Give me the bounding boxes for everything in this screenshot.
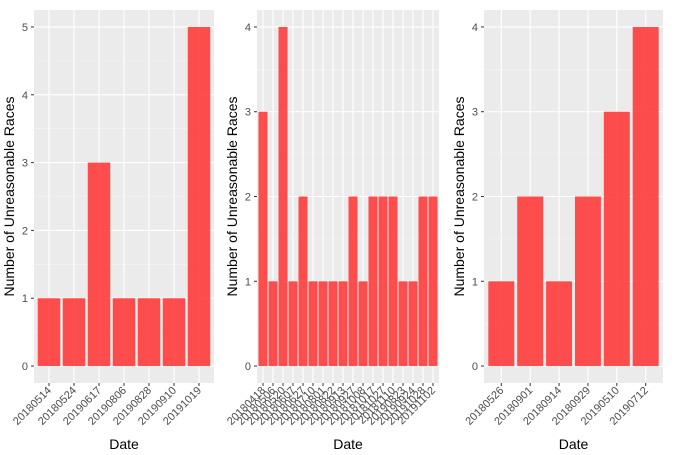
y-tick-label: 1: [245, 276, 251, 288]
bar-20190617: [87, 162, 111, 367]
bar-20191019: [187, 26, 211, 367]
y-axis-title: Number of Unreasonable Races: [224, 97, 240, 297]
bar-20191028: [418, 196, 428, 367]
bar-20190712: [632, 26, 659, 367]
bar-20180520: [278, 26, 288, 367]
bar-20190924: [408, 281, 418, 367]
y-tick-label: 4: [22, 90, 28, 102]
y-tick-label: 3: [22, 158, 28, 170]
y-axis-title: Number of Unreasonable Races: [1, 97, 17, 297]
bar-20180710: [308, 281, 318, 367]
x-axis-title: Date: [559, 436, 589, 452]
bar-20180627: [298, 196, 308, 367]
y-tick-label: 5: [22, 22, 28, 34]
bar-20181008: [358, 281, 368, 367]
y-tick-label: 2: [22, 225, 28, 237]
chart-panel-2: 0123420180418201805062018052020180607201…: [224, 10, 439, 452]
bar-20181110: [388, 196, 398, 367]
chart-panel-1: 0123452018051420180524201906172019080620…: [1, 10, 214, 452]
bar-20180801: [318, 281, 328, 367]
bar-20180506: [268, 281, 278, 367]
bar-20190806: [112, 298, 136, 367]
y-tick-label: 3: [245, 107, 251, 119]
bar-20180822: [328, 281, 338, 367]
bar-20181017: [368, 196, 378, 367]
y-tick-label: 3: [472, 107, 478, 119]
y-tick-label: 4: [245, 22, 251, 34]
y-tick-label: 1: [22, 293, 28, 305]
bar-20180913: [338, 281, 348, 367]
bar-20190828: [137, 298, 161, 367]
bar-20180607: [288, 281, 298, 367]
bar-20190823: [398, 281, 408, 367]
y-tick-label: 2: [245, 192, 251, 204]
chart-panel-3: 0123420180526201809012018091420180929201…: [451, 10, 663, 452]
bar-20180929: [574, 196, 601, 367]
bar-20181027: [378, 196, 388, 367]
y-tick-label: 0: [22, 361, 28, 373]
bar-20180526: [488, 281, 515, 367]
y-tick-label: 0: [472, 361, 478, 373]
bar-20180927: [348, 196, 358, 367]
y-axis-title: Number of Unreasonable Races: [451, 97, 467, 297]
x-axis-title: Date: [109, 436, 139, 452]
bar-20191102: [428, 196, 438, 367]
y-tick-label: 2: [472, 192, 478, 204]
bar-20180514: [37, 298, 61, 367]
bar-20190510: [603, 111, 630, 367]
y-tick-label: 4: [472, 22, 478, 34]
bar-20190910: [162, 298, 186, 367]
bar-20180901: [517, 196, 544, 367]
bar-20180524: [62, 298, 86, 367]
bar-20180914: [546, 281, 573, 367]
bar-20180418: [258, 111, 268, 367]
y-tick-label: 1: [472, 276, 478, 288]
x-axis-title: Date: [333, 436, 363, 452]
y-tick-label: 0: [245, 361, 251, 373]
